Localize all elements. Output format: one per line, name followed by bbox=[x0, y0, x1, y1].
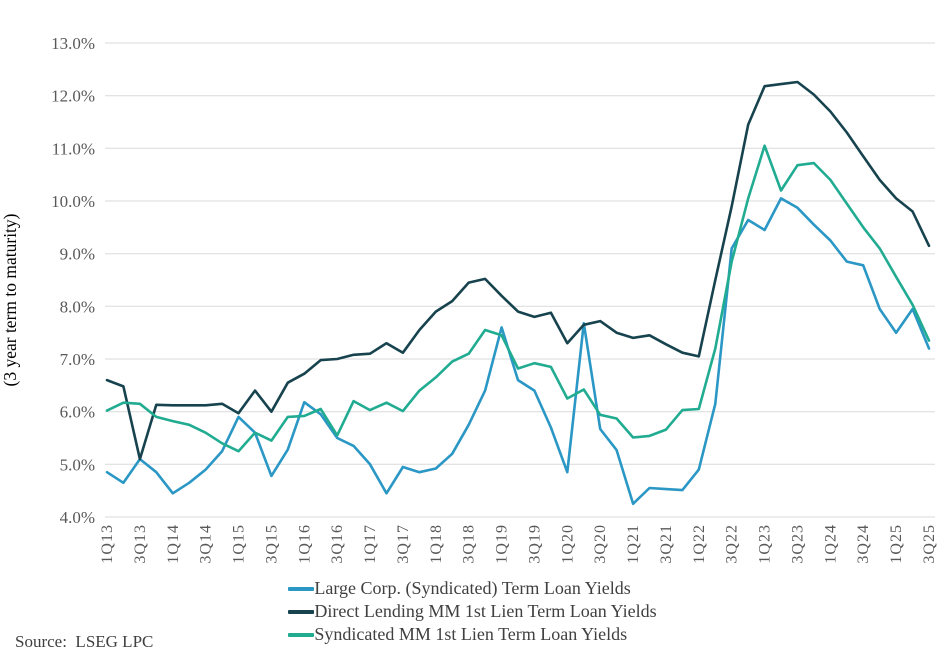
y-axis-title: (3 year term to maturity) bbox=[0, 213, 20, 386]
y-tick-label-12: 12.0% bbox=[51, 87, 95, 106]
y-tick-label-10: 10.0% bbox=[51, 192, 95, 211]
x-tick-label-1Q22: 1Q22 bbox=[691, 524, 708, 564]
x-tick-label-1Q23: 1Q23 bbox=[757, 524, 774, 564]
x-tick-label-1Q24: 1Q24 bbox=[822, 524, 839, 564]
legend-label-direct-lending: Direct Lending MM 1st Lien Term Loan Yie… bbox=[314, 601, 657, 621]
y-tick-label-9: 9.0% bbox=[60, 245, 95, 264]
x-tick-label-1Q16: 1Q16 bbox=[296, 524, 313, 564]
legend-box: Large Corp. (Syndicated) Term Loan Yield… bbox=[288, 577, 657, 646]
y-tick-label-7: 7.0% bbox=[60, 350, 95, 369]
y-tick-label-5: 5.0% bbox=[60, 455, 95, 474]
source-note: Source: LSEG LPC bbox=[15, 632, 154, 651]
legend-item-direct-lending: Direct Lending MM 1st Lien Term Loan Yie… bbox=[288, 600, 657, 623]
legend-label-syndicated-mm: Syndicated MM 1st Lien Term Loan Yields bbox=[314, 624, 628, 644]
y-tick-label-4: 4.0% bbox=[60, 508, 95, 527]
x-tick-label-3Q25: 3Q25 bbox=[921, 524, 938, 564]
x-tick-label-3Q21: 3Q21 bbox=[658, 524, 675, 564]
x-tick-label-3Q13: 3Q13 bbox=[132, 524, 149, 564]
x-tick-label-3Q20: 3Q20 bbox=[592, 524, 609, 564]
x-tick-label-3Q22: 3Q22 bbox=[724, 524, 741, 564]
syndicated-mm-line-swatch bbox=[288, 632, 315, 637]
x-tick-label-3Q19: 3Q19 bbox=[526, 524, 543, 564]
x-tick-label-1Q14: 1Q14 bbox=[165, 524, 182, 564]
large-corp-line-swatch bbox=[288, 586, 315, 591]
x-tick-label-1Q20: 1Q20 bbox=[559, 524, 576, 564]
y-tick-label-6: 6.0% bbox=[60, 403, 95, 422]
x-tick-label-3Q23: 3Q23 bbox=[790, 524, 807, 564]
legend-item-large-corp: Large Corp. (Syndicated) Term Loan Yield… bbox=[288, 577, 631, 600]
x-tick-label-1Q17: 1Q17 bbox=[362, 524, 379, 564]
x-tick-label-3Q14: 3Q14 bbox=[198, 524, 215, 564]
y-tick-label-8: 8.0% bbox=[60, 297, 95, 316]
x-tick-label-3Q17: 3Q17 bbox=[395, 524, 412, 564]
legend: Large Corp. (Syndicated) Term Loan Yield… bbox=[0, 577, 945, 646]
yield-line-chart: (3 year term to maturity) 4.0% 5.0% 6.0% 7.… bbox=[0, 34, 938, 564]
x-tick-label-1Q13: 1Q13 bbox=[99, 524, 116, 564]
x-tick-label-3Q24: 3Q24 bbox=[855, 524, 872, 564]
y-tick-label-13: 13.0% bbox=[51, 34, 95, 53]
y-tick-label-11: 11.0% bbox=[52, 139, 95, 158]
x-tick-label-1Q19: 1Q19 bbox=[494, 524, 511, 564]
x-tick-label-1Q25: 1Q25 bbox=[888, 524, 905, 564]
x-tick-label-1Q18: 1Q18 bbox=[428, 524, 445, 564]
legend-label-large-corp: Large Corp. (Syndicated) Term Loan Yield… bbox=[314, 578, 631, 598]
series-line-large-corp bbox=[105, 197, 931, 506]
direct-lending-line-swatch bbox=[288, 609, 315, 614]
x-tick-label-1Q15: 1Q15 bbox=[231, 524, 248, 564]
x-tick-label-3Q16: 3Q16 bbox=[329, 524, 346, 564]
x-tick-label-3Q15: 3Q15 bbox=[263, 524, 280, 564]
x-tick-label-3Q18: 3Q18 bbox=[461, 524, 478, 564]
series-line-direct-lending bbox=[105, 80, 931, 461]
x-tick-label-1Q21: 1Q21 bbox=[625, 524, 642, 564]
legend-item-syndicated-mm: Syndicated MM 1st Lien Term Loan Yields bbox=[288, 623, 627, 646]
series-line-syndicated-mm bbox=[105, 144, 931, 453]
